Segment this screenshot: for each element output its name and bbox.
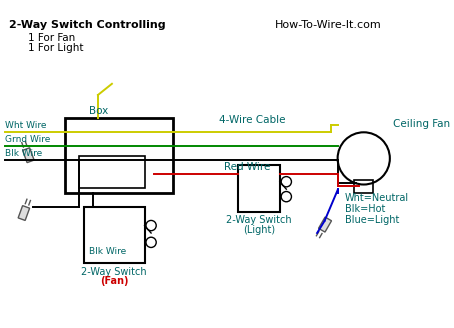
Bar: [65, 118, 173, 193]
Text: Wht Wire: Wht Wire: [5, 121, 46, 131]
Text: Blk=Hot: Blk=Hot: [345, 204, 385, 214]
Text: 4-Wire Cable: 4-Wire Cable: [219, 115, 286, 125]
Text: Blue=Light: Blue=Light: [345, 215, 400, 225]
Polygon shape: [319, 217, 331, 232]
Text: Grnd Wire: Grnd Wire: [5, 135, 50, 144]
Text: 2-Way Switch: 2-Way Switch: [226, 215, 291, 225]
Text: (Fan): (Fan): [100, 276, 128, 286]
Bar: [79, 155, 144, 188]
Text: 1 For Light: 1 For Light: [28, 43, 84, 53]
Text: How-To-Wire-It.com: How-To-Wire-It.com: [275, 20, 382, 31]
Text: Blk Wire: Blk Wire: [89, 247, 126, 256]
Text: 2-Way Switch Controlling: 2-Way Switch Controlling: [10, 20, 166, 31]
Bar: [355, 180, 373, 193]
Text: (Light): (Light): [243, 225, 275, 235]
Text: 2-Way Switch: 2-Way Switch: [81, 267, 147, 277]
Text: 1 For Fan: 1 For Fan: [28, 33, 75, 43]
Bar: [84, 207, 144, 263]
Bar: [238, 165, 280, 212]
Text: Wht=Neutral: Wht=Neutral: [345, 193, 409, 203]
Text: Red Wire: Red Wire: [224, 162, 270, 173]
Text: Ceiling Fan: Ceiling Fan: [393, 119, 450, 130]
Text: Blk Wire: Blk Wire: [5, 150, 42, 158]
Polygon shape: [23, 148, 34, 163]
Polygon shape: [18, 206, 30, 220]
Text: Box: Box: [89, 106, 108, 115]
